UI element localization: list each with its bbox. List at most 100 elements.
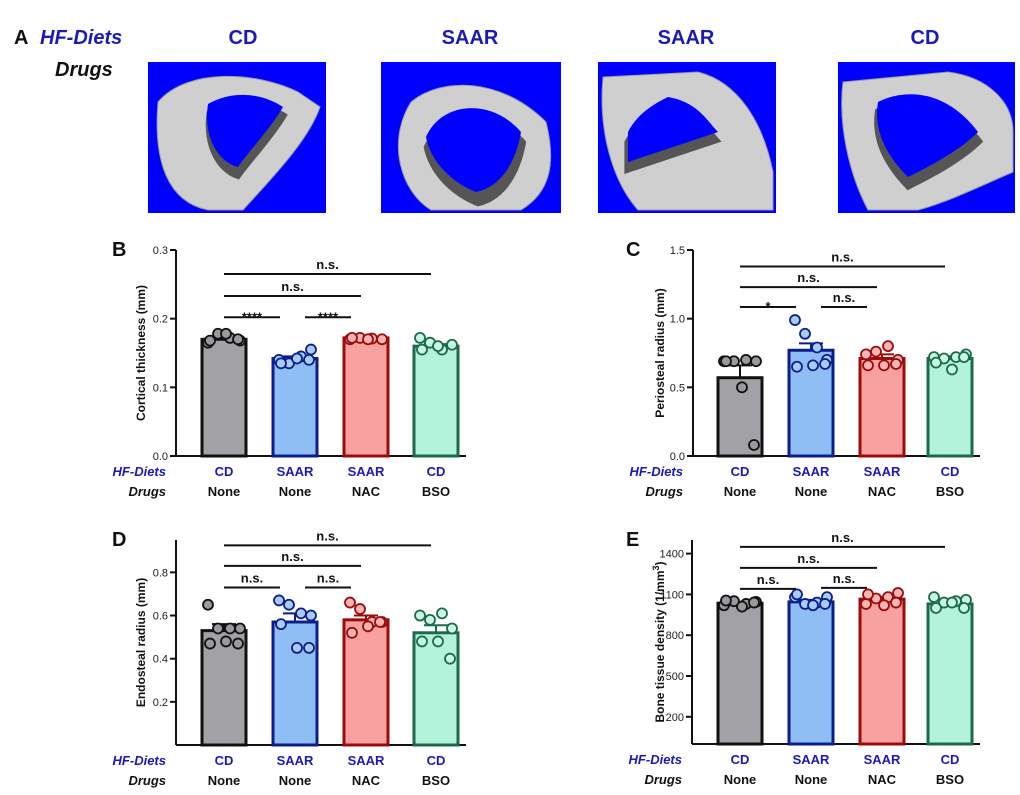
drugs-row-label: Drugs <box>55 59 113 81</box>
panel-a: A HF-Diets Drugs CDNoneSAARNoneSAARNACCD… <box>14 27 1015 213</box>
y-axis-label: Bone tissue density (1/mm3) <box>651 561 667 722</box>
hf-diets-row-label: HF-Diets <box>40 27 122 49</box>
y-tick-label: 1400 <box>660 549 684 561</box>
group-diet-label: SAAR <box>442 27 499 49</box>
drugs-row-label: Drugs <box>644 772 682 787</box>
data-point <box>303 353 315 366</box>
y-tick-label: 200 <box>666 712 684 724</box>
bar-cd-none <box>716 601 764 746</box>
data-point <box>305 343 317 356</box>
data-point <box>928 591 940 604</box>
data-point <box>789 314 801 326</box>
micro-ct-image <box>838 62 1015 213</box>
data-point <box>291 641 303 654</box>
data-point <box>946 596 958 609</box>
group-diet-label: SAAR <box>658 27 715 49</box>
data-point <box>212 622 224 635</box>
data-point <box>344 596 356 609</box>
y-axis-label: Endosteal radius (mm) <box>134 578 148 707</box>
data-point <box>414 331 426 344</box>
data-point <box>930 602 942 614</box>
significance-label: n.s. <box>317 570 339 585</box>
significance-label: n.s. <box>281 549 303 564</box>
data-point <box>892 587 904 599</box>
data-point <box>416 635 428 648</box>
y-axis-label: Periosteal radius (mm) <box>653 288 667 417</box>
y-tick-label: 0.5 <box>670 382 685 394</box>
category-drug-label: NAC <box>352 773 381 788</box>
significance-label: n.s. <box>831 249 853 264</box>
y-tick-label: 500 <box>666 671 684 683</box>
category-diet-label: CD <box>941 752 960 767</box>
y-axis-label-end: ) <box>653 561 667 565</box>
panel-letter: D <box>112 529 126 551</box>
bar-cd-bso <box>412 344 460 458</box>
y-tick-label: 0.1 <box>153 382 168 394</box>
data-point <box>807 359 819 372</box>
bar-saar-nac <box>858 597 906 746</box>
y-axis-label-superscript: 3 <box>651 565 661 570</box>
hf-diets-row-label: HF-Diets <box>629 752 682 767</box>
category-diet-label: SAAR <box>793 464 830 479</box>
data-point <box>436 607 448 620</box>
significance-label: n.s. <box>833 290 855 305</box>
data-point <box>432 635 444 648</box>
bar-saar-nac <box>342 618 390 747</box>
significance-label: **** <box>242 309 263 324</box>
data-point <box>740 353 752 366</box>
micro-ct-image <box>598 62 776 213</box>
drugs-row-label: Drugs <box>128 773 166 788</box>
data-point <box>748 439 760 451</box>
data-point <box>958 602 970 614</box>
category-diet-label: SAAR <box>793 752 830 767</box>
data-point <box>799 327 811 340</box>
y-tick-label: 0.2 <box>153 697 168 709</box>
hf-diets-row-label: HF-Diets <box>113 464 166 479</box>
data-point <box>890 358 902 370</box>
data-point <box>811 341 823 354</box>
data-point <box>736 600 748 613</box>
panel-letter: E <box>626 529 639 551</box>
panel-letter: C <box>626 239 640 261</box>
category-drug-label: None <box>795 772 828 787</box>
data-point <box>303 641 315 654</box>
data-point <box>234 622 246 635</box>
bar-saar-none <box>787 600 835 746</box>
y-axis-label-text: Bone tissue density (1/mm <box>653 570 667 722</box>
data-point <box>878 359 890 372</box>
data-point <box>202 598 214 611</box>
data-point <box>204 637 216 650</box>
data-point <box>346 626 358 639</box>
bar-saar-nac <box>858 356 906 458</box>
data-point <box>791 360 803 373</box>
category-drug-label: None <box>724 772 757 787</box>
data-point <box>362 333 374 346</box>
category-drug-label: None <box>279 773 312 788</box>
y-tick-label: 1.0 <box>670 314 685 326</box>
marrow-cavity <box>207 94 283 167</box>
bar-saar-nac <box>342 336 390 458</box>
data-point <box>882 340 894 353</box>
data-point <box>220 327 232 340</box>
data-point <box>946 363 958 376</box>
data-point <box>305 609 317 622</box>
y-tick-label: 0.8 <box>153 567 168 579</box>
data-point <box>354 603 366 615</box>
data-point <box>232 637 244 650</box>
bar-cd-bso <box>926 602 974 746</box>
marrow-cavity <box>628 97 718 162</box>
y-tick-label: 800 <box>666 630 684 642</box>
category-drug-label: BSO <box>936 772 964 787</box>
data-point <box>446 622 458 635</box>
data-point <box>414 609 426 622</box>
marrow-cavity <box>426 108 521 192</box>
data-point <box>958 351 970 364</box>
category-drug-label: BSO <box>422 773 450 788</box>
data-point <box>860 348 872 361</box>
data-point <box>416 343 428 356</box>
drugs-row-label: Drugs <box>128 484 166 499</box>
